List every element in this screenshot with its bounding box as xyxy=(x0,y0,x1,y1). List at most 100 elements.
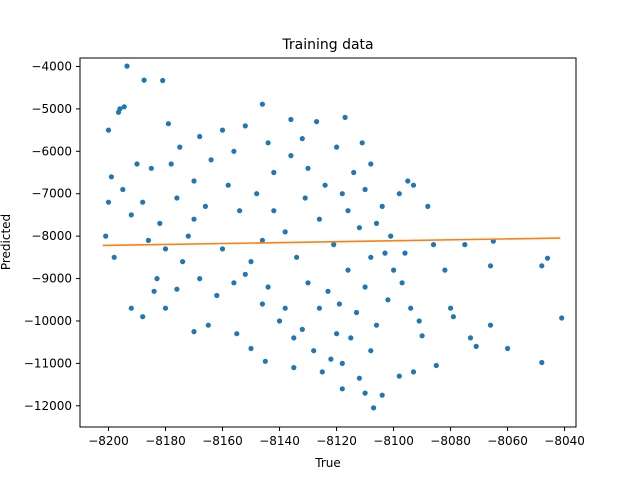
data-point xyxy=(442,267,448,273)
fit-line xyxy=(102,237,561,247)
data-point xyxy=(316,216,322,222)
data-point xyxy=(316,305,322,311)
data-point xyxy=(128,212,134,218)
y-tick-label: −11000 xyxy=(24,356,72,370)
data-point xyxy=(544,255,551,261)
data-point xyxy=(487,263,494,269)
data-point xyxy=(405,178,411,184)
data-point xyxy=(140,314,146,320)
data-point xyxy=(191,216,197,222)
data-point xyxy=(105,199,112,205)
data-point xyxy=(205,322,211,328)
data-point xyxy=(345,267,351,273)
data-point xyxy=(154,276,160,282)
data-point xyxy=(353,309,360,316)
data-point xyxy=(262,358,268,364)
data-point xyxy=(157,220,163,226)
data-point xyxy=(291,365,297,371)
x-tick-label: −8160 xyxy=(202,434,243,448)
data-point xyxy=(328,356,334,362)
x-axis-title: True xyxy=(314,456,341,470)
data-point xyxy=(265,140,271,146)
data-point xyxy=(115,109,122,115)
data-point xyxy=(291,335,297,341)
data-point xyxy=(425,203,431,209)
data-point xyxy=(362,284,368,290)
data-point xyxy=(121,104,127,110)
data-point xyxy=(160,77,166,84)
data-point xyxy=(467,335,474,341)
data-point xyxy=(219,127,226,133)
y-tick-label: −8000 xyxy=(31,229,72,243)
data-point xyxy=(208,157,214,163)
data-point xyxy=(214,292,220,299)
data-point xyxy=(368,348,374,354)
data-point xyxy=(559,315,565,321)
data-point xyxy=(197,276,203,282)
x-axis: −8200 −8180 −8160 −8140 −8120 −8100 −8080 −8060… xyxy=(88,427,585,448)
data-point xyxy=(373,322,380,328)
data-point xyxy=(473,343,479,349)
data-point xyxy=(396,191,402,197)
data-point xyxy=(276,318,283,324)
data-point xyxy=(242,271,248,277)
data-point xyxy=(124,63,130,69)
data-point xyxy=(174,286,180,292)
data-point xyxy=(368,254,374,260)
data-point xyxy=(379,203,385,209)
data-point xyxy=(134,161,140,167)
data-point xyxy=(242,123,248,129)
data-point xyxy=(219,246,226,252)
data-point xyxy=(225,182,231,188)
data-point xyxy=(120,186,126,193)
data-point xyxy=(362,390,368,396)
data-point xyxy=(402,250,408,256)
y-tick-label: −10000 xyxy=(24,314,72,328)
data-point xyxy=(331,242,337,248)
data-point xyxy=(539,263,545,269)
data-point xyxy=(336,301,342,307)
data-point xyxy=(356,225,362,231)
data-point xyxy=(151,288,157,294)
data-point xyxy=(385,297,391,303)
data-point xyxy=(140,199,146,205)
data-point xyxy=(410,369,417,375)
data-point xyxy=(408,305,414,311)
data-point xyxy=(145,237,151,243)
data-point xyxy=(430,242,437,248)
y-tick-label: −12000 xyxy=(24,399,72,413)
data-point xyxy=(325,288,331,294)
x-tick-label: −8180 xyxy=(145,434,186,448)
data-point xyxy=(359,140,365,146)
data-point xyxy=(322,182,328,188)
data-point xyxy=(191,329,197,335)
data-point xyxy=(288,153,294,159)
data-point xyxy=(505,345,511,352)
data-point xyxy=(382,250,388,256)
data-point xyxy=(539,359,545,366)
data-point xyxy=(416,318,422,324)
points-layer xyxy=(103,63,565,411)
data-point xyxy=(191,178,197,184)
data-point xyxy=(141,77,147,83)
data-point xyxy=(254,191,260,197)
data-point xyxy=(319,369,325,375)
data-point xyxy=(271,208,277,214)
data-point xyxy=(174,195,180,201)
data-point xyxy=(362,186,368,193)
data-point xyxy=(339,386,345,392)
data-point xyxy=(288,116,294,123)
data-point xyxy=(168,161,174,167)
data-point xyxy=(314,119,320,125)
chart-title: Training data xyxy=(281,37,373,53)
data-point xyxy=(368,161,374,167)
x-tick-label: −8060 xyxy=(487,434,528,448)
data-point xyxy=(410,182,417,188)
data-point xyxy=(356,375,362,381)
data-point xyxy=(462,242,468,248)
y-tick-label: −5000 xyxy=(31,102,72,116)
data-point xyxy=(282,305,288,311)
data-point xyxy=(108,174,114,180)
data-point xyxy=(379,392,385,398)
